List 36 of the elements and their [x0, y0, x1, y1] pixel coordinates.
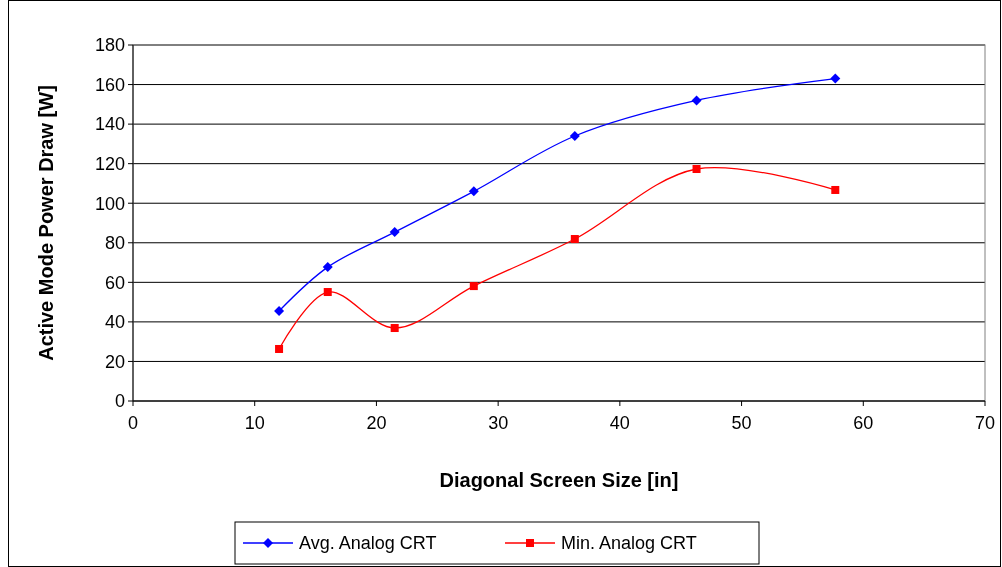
x-tick-label: 60	[853, 413, 874, 433]
point	[390, 324, 399, 333]
y-tick-label: 100	[94, 193, 125, 214]
y-tick-label: 40	[104, 312, 125, 333]
point	[692, 165, 701, 174]
point	[691, 95, 702, 106]
x-tick-label: 20	[366, 413, 387, 433]
point	[830, 73, 841, 84]
point	[570, 235, 579, 244]
y-tick-label: 60	[104, 272, 125, 293]
y-tick-label: 0	[114, 391, 125, 412]
point	[831, 185, 840, 194]
y-tick-label: 160	[94, 74, 125, 95]
point	[322, 262, 333, 273]
point	[569, 130, 580, 141]
x-tick-label: 0	[127, 413, 139, 433]
legend-label: Avg. Analog CRT	[299, 533, 437, 554]
y-axis-title: Active Mode Power Draw [W]	[35, 85, 57, 361]
point	[468, 186, 479, 197]
y-tick-label: 20	[104, 351, 125, 372]
point	[323, 288, 332, 297]
x-tick-label: 70	[974, 413, 996, 433]
point	[469, 282, 478, 291]
x-tick-label: 10	[244, 413, 265, 433]
legend-label: Min. Analog CRT	[561, 533, 697, 554]
x-tick-label: 50	[731, 413, 752, 433]
y-tick-label: 140	[94, 114, 125, 135]
x-tick-label: 40	[609, 413, 630, 433]
y-tick-label: 180	[94, 35, 125, 56]
y-tick-label: 120	[94, 153, 125, 174]
x-tick-label: 30	[488, 413, 509, 433]
point	[389, 227, 400, 238]
x-axis-title: Diagonal Screen Size [in]	[439, 469, 679, 491]
point	[275, 344, 284, 353]
point	[274, 306, 285, 317]
y-tick-label: 80	[104, 233, 125, 254]
